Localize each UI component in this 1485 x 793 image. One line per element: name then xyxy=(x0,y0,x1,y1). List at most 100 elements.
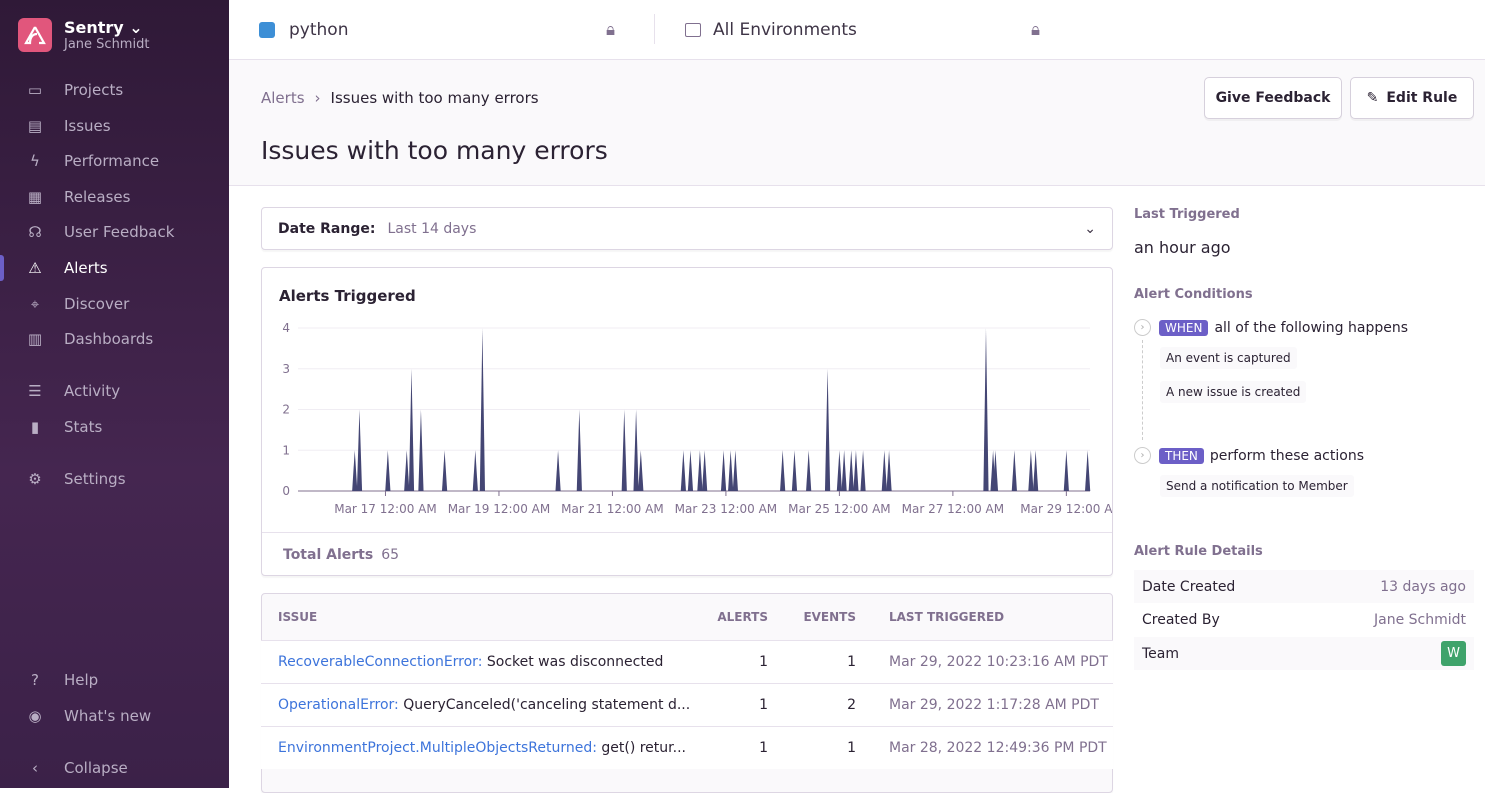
alert-spike xyxy=(791,450,798,491)
lock-icon: 🔒︎ xyxy=(1031,19,1041,40)
alert-spike xyxy=(441,450,448,491)
sidebar-item-label: User Feedback xyxy=(64,223,175,241)
alert-spike xyxy=(479,328,486,491)
alert-spike xyxy=(983,328,989,491)
lock-icon: 🔒︎ xyxy=(606,19,616,40)
pencil-icon: ✎ xyxy=(1366,90,1379,106)
alert-spike xyxy=(418,409,424,491)
org-user: Jane Schmidt xyxy=(64,37,150,52)
alert-spike xyxy=(848,450,854,491)
sidebar-item-user-feedback[interactable]: ☊ User Feedback xyxy=(0,215,229,249)
sidebar-item-stats[interactable]: ▮ Stats xyxy=(0,410,229,444)
sidebar-item-issues[interactable]: ▤ Issues xyxy=(0,109,229,143)
x-tick-label: Mar 17 12:00 AM xyxy=(334,502,437,516)
sidebar-item-label: Dashboards xyxy=(64,330,154,348)
sidebar-item-label: Help xyxy=(64,671,99,689)
alert-spike xyxy=(886,450,892,491)
date-range-selector[interactable]: Date Range: Last 14 days ⌄ xyxy=(261,207,1113,250)
siren-icon: ⚠ xyxy=(28,259,42,277)
alert-spike xyxy=(621,409,627,491)
gear-icon: ⚙ xyxy=(28,470,42,488)
alert-spike xyxy=(404,450,410,491)
feedback-icon: ☊ xyxy=(28,223,42,241)
alert-spike xyxy=(555,450,561,491)
detail-created-by: Created By Jane Schmidt xyxy=(1142,611,1466,628)
alert-spike xyxy=(728,450,734,491)
alert-spike xyxy=(1028,450,1034,491)
sidebar-item-label: Issues xyxy=(64,117,111,135)
issue-link[interactable]: EnvironmentProject.MultipleObjectsReturn… xyxy=(278,740,597,756)
sidebar-item-label: What's new xyxy=(64,707,152,725)
x-tick-label: Mar 25 12:00 AM xyxy=(788,502,891,516)
sidebar-item-releases[interactable]: ▦ Releases xyxy=(0,180,229,214)
condition-item: An event is captured xyxy=(1160,347,1297,369)
project-selector[interactable]: python xyxy=(259,20,348,40)
sidebar-item-settings[interactable]: ⚙ Settings xyxy=(0,462,229,496)
stats-icon: ▮ xyxy=(30,418,40,436)
detail-team: Team W xyxy=(1134,637,1474,670)
x-tick-label: Mar 27 12:00 AM xyxy=(902,502,1005,516)
sidebar-item-label: Activity xyxy=(64,382,121,400)
page-title: Issues with too many errors xyxy=(261,136,608,165)
alert-spike xyxy=(841,450,847,491)
sidebar-item-collapse[interactable]: ‹ Collapse xyxy=(0,751,229,785)
condition-item: A new issue is created xyxy=(1160,381,1307,403)
alert-spike xyxy=(697,450,703,491)
alert-spike xyxy=(702,450,708,491)
alert-spike xyxy=(687,450,694,491)
alert-spike xyxy=(824,368,831,491)
alert-spike xyxy=(992,450,999,491)
issue-link[interactable]: OperationalError: xyxy=(278,697,399,713)
detail-date-created: Date Created 13 days ago xyxy=(1134,570,1474,603)
alert-spike xyxy=(853,450,859,491)
alert-spike xyxy=(1063,450,1069,491)
breadcrumb-alerts[interactable]: Alerts xyxy=(261,89,305,107)
sidebar-item-label: Discover xyxy=(64,295,130,313)
sidebar-item-label: Releases xyxy=(64,188,131,206)
sidebar-item-performance[interactable]: ϟ Performance xyxy=(0,144,229,178)
y-tick-label: 1 xyxy=(282,443,290,457)
give-feedback-button[interactable]: Give Feedback xyxy=(1204,77,1342,119)
dashboard-icon: ▥ xyxy=(27,330,43,348)
alert-spike xyxy=(638,450,644,491)
table-row[interactable]: OperationalError: QueryCanceled('canceli… xyxy=(261,683,1113,726)
alert-spike xyxy=(385,450,391,491)
sidebar: Sentry ⌄ Jane Schmidt ▭ Projects ▤ Issues ϟ Pe… xyxy=(0,0,229,788)
issue-link[interactable]: RecoverableConnectionError: xyxy=(278,654,483,670)
sidebar-item-discover[interactable]: ⌖ Discover xyxy=(0,287,229,321)
python-icon xyxy=(259,21,275,38)
alerts-chart: 0 1 2 3 4 Mar 17 12:00 AM Mar 19 12:00 AM Mar 2… xyxy=(282,321,1112,516)
environment-selector[interactable]: All Environments xyxy=(685,20,857,40)
total-alerts-label: Total Alerts xyxy=(283,546,374,563)
sidebar-item-projects[interactable]: ▭ Projects xyxy=(0,73,229,107)
sidebar-item-label: Performance xyxy=(64,152,160,170)
sidebar-item-activity[interactable]: ☰ Activity xyxy=(0,374,229,408)
sidebar-item-help[interactable]: ? Help xyxy=(0,663,229,697)
org-switcher[interactable]: Sentry ⌄ Jane Schmidt xyxy=(18,18,149,52)
alert-spike xyxy=(680,450,686,491)
sidebar-item-dashboards[interactable]: ▥ Dashboards xyxy=(0,322,229,356)
alert-spike xyxy=(780,450,786,491)
table-row[interactable]: RecoverableConnectionError: Socket was d… xyxy=(261,640,1113,683)
chevron-down-icon: ⌄ xyxy=(1084,220,1096,237)
org-name: Sentry xyxy=(64,18,124,37)
table-row[interactable]: EnvironmentProject.MultipleObjectsReturn… xyxy=(261,726,1113,769)
list-icon: ☰ xyxy=(28,382,42,400)
sidebar-item-alerts[interactable]: ⚠ Alerts xyxy=(0,251,229,285)
sidebar-item-label: Alerts xyxy=(64,259,108,277)
sidebar-item-what-s-new[interactable]: ◉ What's new xyxy=(0,699,229,733)
alert-spike xyxy=(720,450,727,491)
lightning-icon: ϟ xyxy=(30,152,40,170)
releases-icon: ▦ xyxy=(27,188,43,206)
last-triggered-value: an hour ago xyxy=(1134,238,1231,257)
help-icon: ? xyxy=(31,671,39,689)
team-avatar[interactable]: W xyxy=(1441,641,1466,666)
action-item: Send a notification to Member xyxy=(1160,475,1354,497)
edit-rule-button[interactable]: ✎ Edit Rule xyxy=(1350,77,1474,119)
collapse-icon: ‹ xyxy=(32,759,38,777)
topbar: python 🔒︎ All Environments 🔒︎ xyxy=(229,0,1485,60)
chart-title: Alerts Triggered xyxy=(279,287,416,305)
y-tick-label: 0 xyxy=(282,484,290,498)
table-header: ISSUE ALERTS EVENTS LAST TRIGGERED xyxy=(278,609,1005,624)
alert-spike xyxy=(408,368,415,491)
